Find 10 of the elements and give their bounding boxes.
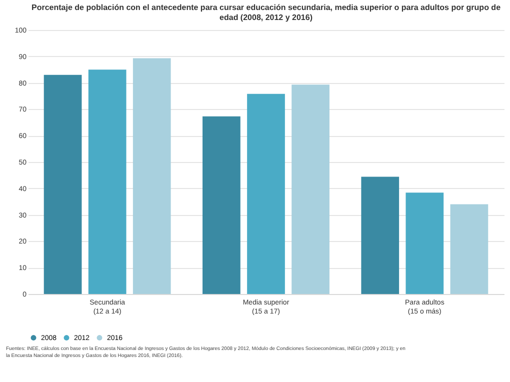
bar	[361, 176, 400, 294]
chart-title: Porcentaje de población con el antecedente para cursar educación secundaria, media superior o para adultos por grupo de edad (2008, 2012 y 2016)	[31, 3, 502, 22]
bar	[88, 70, 126, 294]
bar	[450, 204, 488, 294]
bar	[202, 116, 240, 294]
bar	[44, 74, 82, 294]
bar	[292, 84, 330, 294]
bar	[132, 58, 171, 294]
bar	[406, 192, 444, 294]
bar	[247, 94, 285, 294]
